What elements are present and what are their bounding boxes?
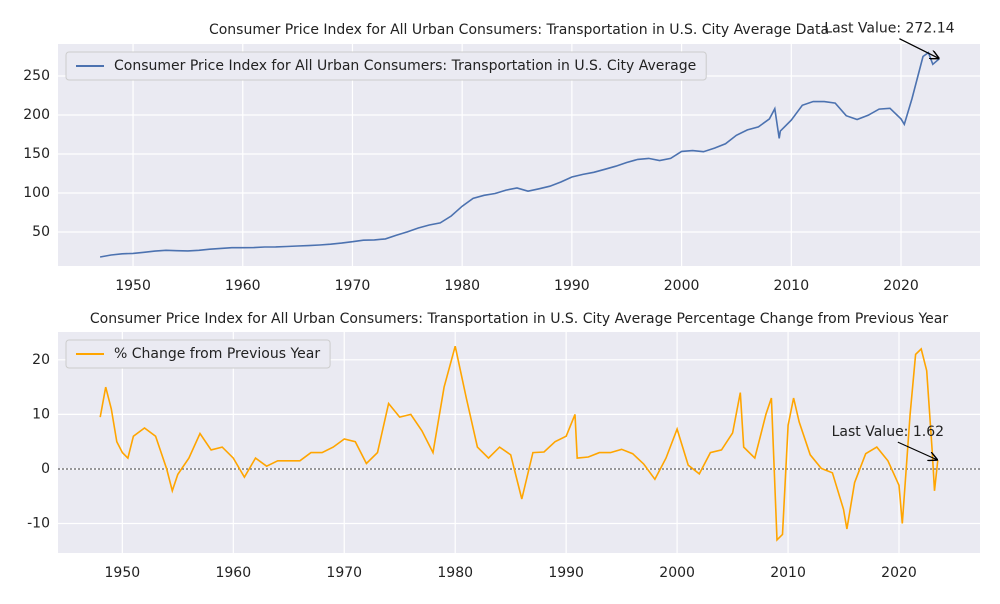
x-tick-label: 1990	[554, 278, 590, 294]
data-line	[99, 51, 940, 258]
legend-label: % Change from Previous Year	[114, 346, 320, 362]
y-tick-label: 250	[23, 68, 50, 84]
x-tick-label: 2000	[659, 565, 695, 581]
annotation-arrow	[897, 441, 938, 460]
legend-box	[65, 339, 331, 369]
x-tick-label: 1950	[105, 565, 141, 581]
plot-area	[58, 44, 980, 266]
y-tick-label: 200	[23, 107, 50, 123]
x-tick-label: 1980	[444, 278, 480, 294]
chart-title: Consumer Price Index for All Urban Consu…	[209, 22, 829, 38]
legend-label: Consumer Price Index for All Urban Consu…	[114, 58, 696, 74]
plot-area	[58, 332, 980, 553]
y-tick-label: 0	[41, 461, 50, 477]
x-tick-label: 2000	[664, 278, 700, 294]
annotation: Last Value: 1.62	[832, 424, 944, 440]
x-tick-label: 1970	[335, 278, 371, 294]
x-tick-label: 2010	[773, 278, 809, 294]
y-tick-label: 150	[23, 146, 50, 162]
x-tick-label: 1960	[225, 278, 261, 294]
x-tick-label: 1980	[437, 565, 473, 581]
y-tick-label: 10	[32, 406, 50, 422]
x-tick-label: 1970	[326, 565, 362, 581]
x-tick-label: 2020	[883, 278, 919, 294]
x-tick-label: 1990	[548, 565, 584, 581]
annotation: Last Value: 272.14	[824, 21, 954, 37]
legend-box	[65, 51, 707, 81]
x-tick-label: 2010	[770, 565, 806, 581]
x-tick-label: 1960	[215, 565, 251, 581]
y-tick-label: 20	[32, 352, 50, 368]
y-tick-label: -10	[27, 516, 50, 532]
y-tick-label: 100	[23, 185, 50, 201]
x-tick-label: 1950	[115, 278, 151, 294]
y-tick-label: 50	[32, 224, 50, 240]
annotation-arrow	[899, 38, 939, 59]
data-line	[99, 345, 939, 542]
chart-title: Consumer Price Index for All Urban Consu…	[90, 311, 948, 327]
x-tick-label: 2020	[881, 565, 917, 581]
